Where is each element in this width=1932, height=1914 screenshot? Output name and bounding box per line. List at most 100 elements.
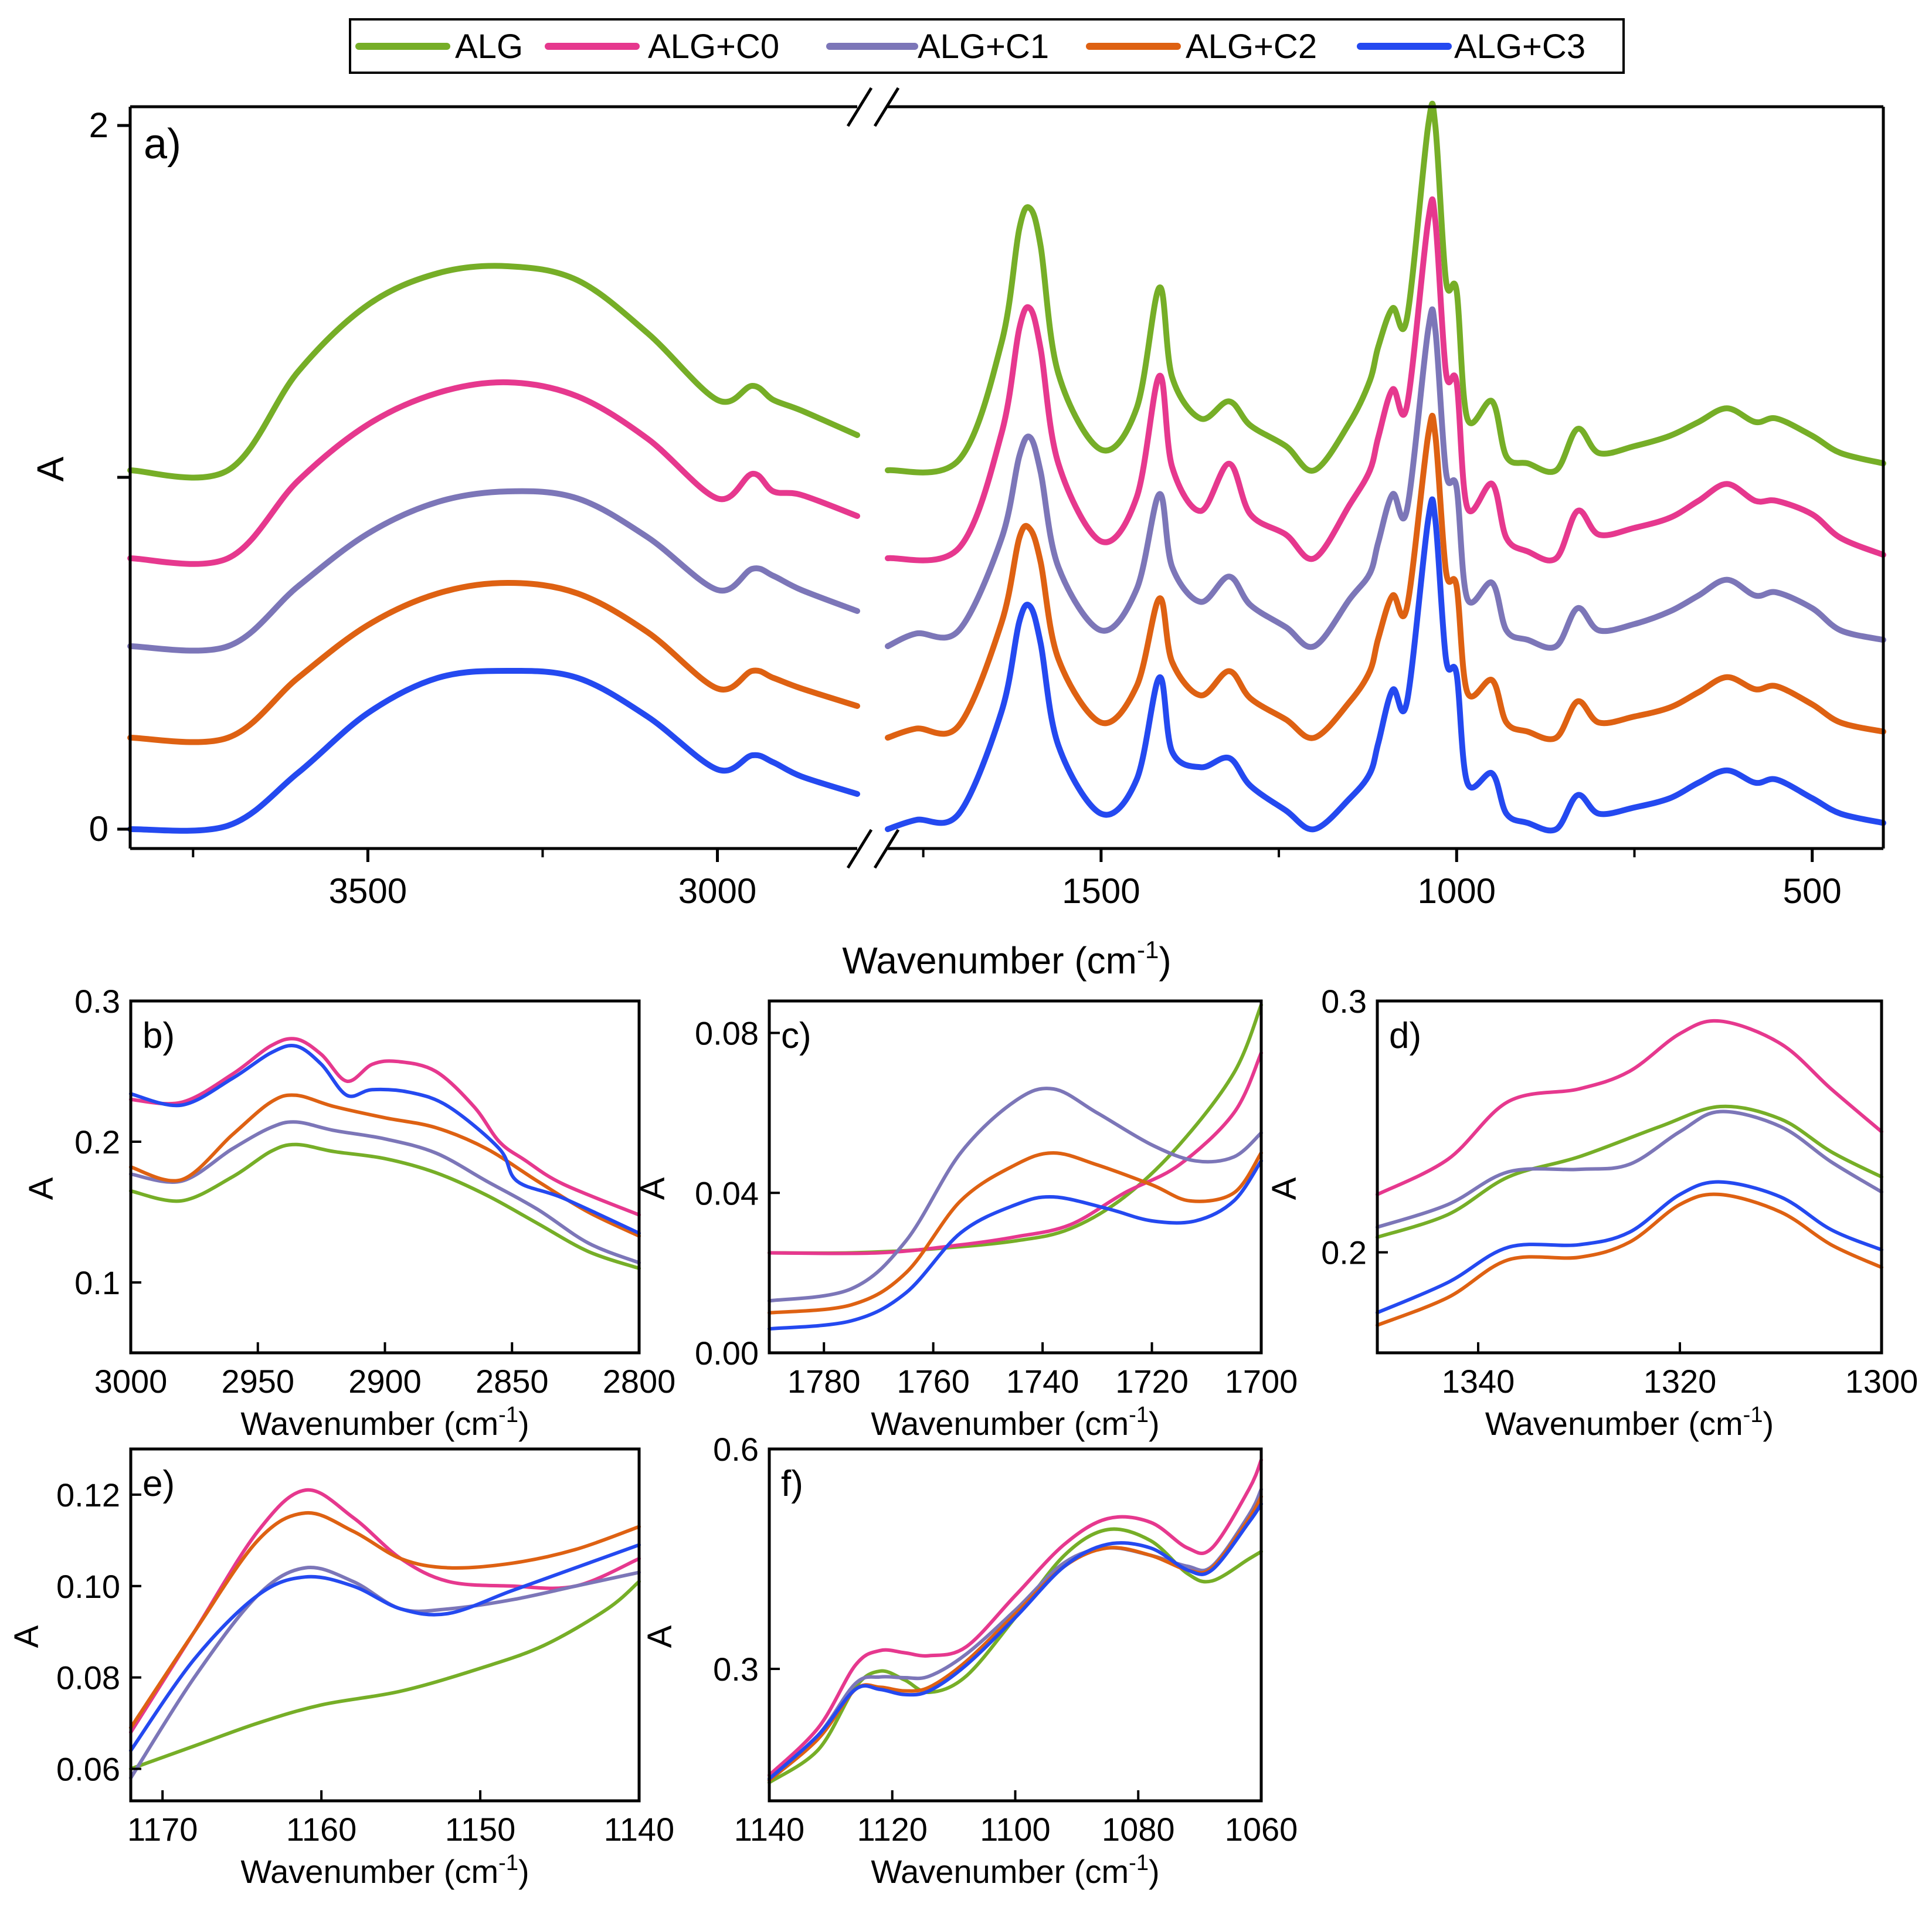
panel-f-xtick-label: 1100	[980, 1811, 1050, 1848]
panel-a-ytick-label-2: 2	[89, 106, 108, 145]
panel-f-xlabel: Wavenumber (cm-1)	[871, 1851, 1159, 1890]
panel-f: 1140 1120 1100 1080 1060 0.3 0.6 f) A Wavenumber …	[641, 1431, 1298, 1890]
panel-e-xtick-label: 1140	[604, 1811, 674, 1848]
panel-c-ytick-label: 0.04	[695, 1175, 759, 1211]
panel-e-line-alg	[129, 1580, 641, 1771]
panel-b-line-alg-c2	[129, 1093, 641, 1238]
legend-label-alg-c1: ALG+C1	[918, 28, 1049, 66]
panel-b: 3000 2950 2900 2850 2800 0.1 0.2 0.3 b) A Wavenumb…	[22, 983, 675, 1442]
panel-d-line-alg-c1	[1376, 1109, 1883, 1229]
panel-f-xtick-label: 1120	[857, 1811, 928, 1848]
panel-b-ytick-label: 0.2	[74, 1124, 120, 1160]
panel-a-line-alg-c1-low	[885, 306, 1886, 651]
panel-d-line-alg-c2	[1376, 1192, 1883, 1327]
panel-e-line-alg-c2	[129, 1511, 641, 1730]
panel-b-line-alg-c3	[129, 1044, 641, 1235]
legend-entry-alg-c0: ALG+C0	[545, 28, 779, 66]
panel-b-xlabel: Wavenumber (cm-1)	[240, 1403, 529, 1442]
panel-c-label: c)	[781, 1016, 811, 1056]
panel-a-xlabel: Wavenumber (cm-1)	[842, 936, 1171, 982]
axis-break-mark-bottom	[846, 829, 900, 869]
panel-d-xtick-label: 1300	[1845, 1363, 1919, 1400]
panel-f-xlabel-sup: -1	[1129, 1851, 1149, 1875]
panel-b-ylabel: A	[22, 1177, 60, 1200]
panel-b-line-alg	[129, 1142, 641, 1270]
panel-e-line-alg-c1	[129, 1565, 641, 1780]
panel-a-line-alg-c1-high	[127, 488, 860, 654]
panel-c-frame	[768, 999, 1263, 1355]
panel-c-line-alg-c2	[768, 1151, 1263, 1315]
panel-e-xtick-label: 1160	[286, 1811, 356, 1848]
panel-f-frame	[768, 1447, 1263, 1803]
panel-a-line-alg-c0-high	[127, 379, 860, 567]
panel-c-series-group	[768, 1003, 1263, 1331]
panel-a-ytick-label-0: 0	[89, 809, 108, 849]
panel-b-xtick-label: 2900	[348, 1363, 422, 1400]
panel-b-series-group	[129, 1037, 641, 1270]
panel-a-xtick-label-3000: 3000	[678, 871, 756, 911]
panel-d-frame	[1376, 999, 1883, 1355]
panel-b-xlabel-end: )	[518, 1405, 529, 1442]
panel-d-xlabel-word: Wavenumber	[1485, 1405, 1689, 1442]
panel-a-xlabel-word: Wavenumber	[842, 939, 1064, 982]
panel-a-xlabel-sup: -1	[1137, 936, 1159, 963]
panel-d-series-group	[1376, 1019, 1883, 1327]
panel-c-xlabel-word: Wavenumber	[871, 1405, 1074, 1442]
panel-d: 1340 1320 1300 0.2 0.3 d) A Wavenumber (cm-1)	[1265, 983, 1918, 1442]
panel-f-xlabel-word: Wavenumber	[871, 1853, 1074, 1890]
legend-entry-alg: ALG	[355, 28, 523, 66]
panel-b-xlabel-sup: -1	[498, 1403, 518, 1427]
panel-e-ytick-label: 0.08	[56, 1660, 120, 1696]
panel-c-xtick-label: 1740	[1006, 1363, 1079, 1400]
axis-break-mark-top	[846, 87, 900, 127]
panel-e-xlabel-sup: -1	[498, 1851, 518, 1875]
panel-d-label: d)	[1389, 1016, 1421, 1056]
panel-e-label: e)	[142, 1464, 175, 1504]
panel-f-ylabel: A	[641, 1625, 679, 1648]
panel-f-xlabel-end: )	[1149, 1853, 1160, 1890]
panel-c-line-alg	[768, 1003, 1263, 1255]
panel-c-xlabel: Wavenumber (cm-1)	[871, 1403, 1159, 1442]
panel-d-xtick-label: 1340	[1442, 1363, 1515, 1400]
panel-f-series-group	[768, 1458, 1263, 1784]
panel-f-label: f)	[781, 1464, 803, 1504]
panel-e-ytick-label: 0.12	[56, 1477, 120, 1513]
panel-a-xlabel-unit: (cm	[1074, 939, 1137, 982]
panel-c-xtick-label: 1780	[787, 1363, 861, 1400]
panel-f-line-alg-c1	[768, 1487, 1263, 1782]
panel-a-line-alg-high	[127, 263, 860, 481]
panel-d-ytick-label: 0.3	[1321, 983, 1367, 1020]
panel-e-xlabel-unit: (cm	[444, 1853, 498, 1890]
panel-a-xlabel-end: )	[1159, 939, 1171, 982]
panel-e-ytick-label: 0.10	[56, 1568, 120, 1605]
panel-e-xlabel: Wavenumber (cm-1)	[240, 1851, 529, 1890]
panel-e: 1170 1160 1150 1140 0.06 0.08 0.10 0.12 e) A Waven…	[8, 1447, 674, 1890]
panel-e-xlabel-word: Wavenumber	[240, 1853, 444, 1890]
legend-label-alg-c0: ALG+C0	[648, 28, 779, 66]
legend-entry-alg-c1: ALG+C1	[826, 28, 1049, 66]
legend-entry-alg-c3: ALG+C3	[1357, 28, 1585, 66]
panel-b-line-alg-c1	[129, 1120, 641, 1265]
panel-a-line-alg-c2-low	[885, 413, 1886, 742]
panel-d-xlabel-end: )	[1763, 1405, 1774, 1442]
panel-c-xtick-label: 1720	[1115, 1363, 1189, 1400]
panel-e-ylabel: A	[8, 1625, 46, 1648]
panel-b-xtick-label: 3000	[94, 1363, 168, 1400]
panel-b-ytick-label: 0.3	[74, 983, 120, 1020]
panel-c-ylabel: A	[634, 1177, 672, 1200]
panel-a-line-alg-c3-low	[885, 496, 1886, 834]
panel-d-line-alg-c0	[1376, 1019, 1883, 1196]
panel-f-line-alg-c3	[768, 1502, 1263, 1781]
panel-e-xtick-label: 1150	[445, 1811, 515, 1848]
panel-a: 2 0 3500 3000 1500 1000 500 a) A Wavenumber …	[29, 87, 1886, 982]
panel-e-series-group	[129, 1488, 641, 1780]
panel-e-frame	[129, 1447, 641, 1803]
panel-a-line-alg-c3-high	[127, 667, 860, 834]
panel-f-xtick-label: 1080	[1102, 1811, 1175, 1848]
panel-e-xlabel-end: )	[518, 1853, 529, 1890]
panel-a-xtick-label-1500: 1500	[1062, 871, 1140, 911]
panel-a-line-alg-c2-high	[127, 580, 860, 745]
panel-f-xlabel-unit: (cm	[1074, 1853, 1129, 1890]
panel-c-line-alg-c1	[768, 1087, 1263, 1303]
